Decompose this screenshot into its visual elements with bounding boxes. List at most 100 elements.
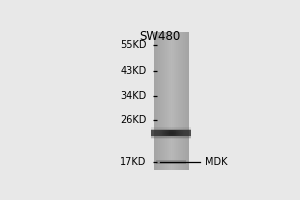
Bar (179, 134, 180, 135)
Bar (166, 134, 167, 135)
Bar (156, 134, 157, 135)
Bar (157, 132, 158, 133)
Bar (156, 130, 157, 131)
Bar (169, 134, 170, 135)
Bar (173, 131, 174, 132)
Bar (164, 135, 165, 136)
Bar (176, 131, 177, 132)
Bar (164, 131, 165, 132)
Bar (183, 32, 184, 170)
Bar (167, 32, 168, 170)
Bar (167, 133, 168, 134)
Bar (185, 131, 186, 132)
Bar (176, 32, 177, 170)
Bar (187, 134, 188, 135)
Bar (174, 131, 175, 132)
Bar (158, 131, 159, 132)
Bar (164, 134, 165, 135)
Bar (169, 132, 170, 133)
Bar (158, 130, 159, 131)
Bar (187, 135, 188, 136)
Bar (155, 135, 156, 136)
Bar (162, 131, 163, 132)
Bar (181, 130, 182, 131)
Bar (168, 132, 169, 133)
Bar (181, 132, 182, 133)
Bar (169, 134, 170, 135)
Bar (156, 32, 157, 170)
Bar (175, 133, 176, 134)
Bar (182, 134, 183, 135)
Bar (181, 135, 182, 136)
Bar (162, 135, 163, 136)
Bar (163, 131, 164, 132)
Bar (180, 32, 181, 170)
Bar (188, 131, 189, 132)
Bar (178, 133, 179, 134)
Bar (173, 135, 174, 136)
Bar (175, 32, 176, 170)
Bar (163, 32, 164, 170)
Bar (163, 135, 164, 136)
Bar (187, 131, 188, 132)
Bar (179, 131, 180, 132)
Bar (164, 130, 165, 131)
Bar (169, 130, 170, 131)
Bar (165, 32, 166, 170)
Bar (164, 132, 165, 133)
Bar (162, 132, 163, 133)
Bar (176, 130, 177, 131)
Bar (170, 133, 171, 134)
Bar (169, 135, 170, 136)
Bar (152, 127, 191, 130)
Bar (180, 135, 181, 136)
Bar (178, 132, 179, 133)
Bar (179, 133, 180, 134)
Bar (165, 133, 166, 134)
Bar (185, 32, 186, 170)
Bar (158, 132, 159, 133)
Bar (180, 133, 181, 134)
Bar (177, 132, 178, 133)
Bar (182, 32, 183, 170)
Bar (158, 32, 159, 170)
Bar (159, 32, 160, 170)
Bar (184, 32, 185, 170)
Bar (154, 133, 155, 134)
Bar (181, 32, 182, 170)
Bar (177, 135, 178, 136)
Bar (168, 135, 169, 136)
Bar (179, 135, 180, 136)
Bar (172, 134, 173, 135)
Bar (175, 132, 176, 133)
Bar (154, 135, 155, 136)
Bar (159, 130, 160, 131)
Bar (188, 130, 189, 131)
Bar (177, 133, 178, 134)
Bar (157, 135, 158, 136)
Bar (160, 135, 161, 136)
Bar (166, 133, 167, 134)
Bar (183, 133, 184, 134)
Bar (160, 32, 161, 170)
Bar (178, 134, 179, 135)
Bar (168, 131, 169, 132)
Bar (170, 32, 171, 170)
Bar (163, 132, 164, 133)
Bar (186, 132, 187, 133)
Bar (178, 32, 179, 170)
Bar (185, 134, 186, 135)
Bar (184, 130, 185, 131)
Bar (162, 130, 163, 131)
Bar (171, 132, 172, 133)
Bar (173, 133, 174, 134)
Bar (170, 132, 171, 133)
Bar (161, 133, 162, 134)
Bar (186, 133, 187, 134)
Bar (165, 135, 166, 136)
Bar (186, 130, 187, 131)
Bar (177, 134, 178, 135)
Bar (165, 132, 166, 133)
Bar (167, 130, 168, 131)
Bar (186, 131, 187, 132)
